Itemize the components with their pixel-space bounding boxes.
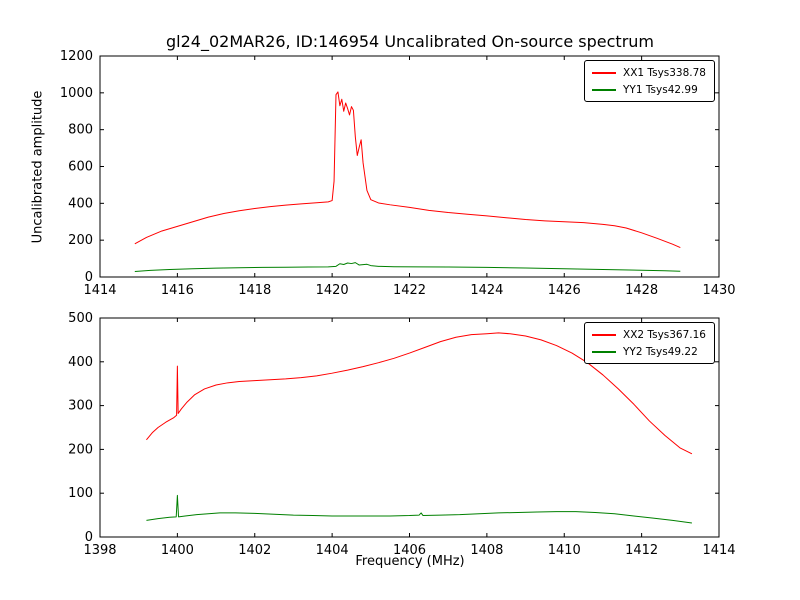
x-tick-label: 1430: [702, 283, 735, 298]
legend-line-sample-yy2: [592, 350, 617, 353]
y-tick-label: 1200: [60, 49, 93, 64]
x-tick-label: 1398: [83, 543, 116, 558]
y-tick-label: 800: [68, 123, 93, 138]
legend-entry: XX1 Tsys338.78: [592, 64, 706, 81]
legend-bottom-subplot: XX2 Tsys367.16 YY2 Tsys49.22: [584, 322, 715, 364]
y-tick-label: 1000: [60, 86, 93, 101]
x-tick-label: 1406: [393, 543, 426, 558]
y-tick-label: 400: [68, 355, 93, 370]
x-tick-label: 1412: [625, 543, 658, 558]
x-tick-label: 1408: [470, 543, 503, 558]
x-tick-label: 1426: [548, 283, 581, 298]
y-tick-label: 300: [68, 399, 93, 414]
series-line-xx1: [134, 91, 681, 248]
legend-label: XX2 Tsys367.16: [623, 328, 706, 341]
legend-entry: YY2 Tsys49.22: [592, 343, 706, 360]
y-tick-label: 600: [68, 160, 93, 175]
chart-title: gl24_02MAR26, ID:146954 Uncalibrated On-…: [166, 32, 654, 51]
legend-entry: XX2 Tsys367.16: [592, 326, 706, 343]
x-tick-label: 1420: [316, 283, 349, 298]
legend-line-sample-xx2: [592, 333, 617, 336]
x-tick-label: 1414: [83, 283, 116, 298]
legend-label: XX1 Tsys338.78: [623, 66, 706, 79]
y-tick-label: 200: [68, 233, 93, 248]
x-tick-label: 1424: [470, 283, 503, 298]
x-tick-label: 1422: [393, 283, 426, 298]
y-tick-label: 400: [68, 196, 93, 211]
x-tick-label: 1410: [548, 543, 581, 558]
y-tick-label: 100: [68, 486, 93, 501]
x-tick-label: 1414: [702, 543, 735, 558]
x-tick-label: 1428: [625, 283, 658, 298]
x-tick-label: 1418: [238, 283, 271, 298]
legend-top-subplot: XX1 Tsys338.78 YY1 Tsys42.99: [584, 60, 715, 102]
legend-label: YY1 Tsys42.99: [623, 83, 698, 96]
x-tick-label: 1416: [161, 283, 194, 298]
series-line-yy2: [146, 494, 692, 524]
legend-label: YY2 Tsys49.22: [623, 345, 698, 358]
legend-line-sample-yy1: [592, 88, 617, 91]
x-tick-label: 1400: [161, 543, 194, 558]
y-tick-label: 0: [85, 270, 93, 285]
y-tick-label: 200: [68, 442, 93, 457]
series-line-xx2: [146, 332, 693, 455]
series-line-yy1: [134, 262, 681, 272]
x-tick-label: 1404: [316, 543, 349, 558]
x-axis-label: Frequency (MHz): [355, 554, 465, 569]
x-tick-label: 1402: [238, 543, 271, 558]
y-tick-label: 500: [68, 311, 93, 326]
legend-entry: YY1 Tsys42.99: [592, 81, 706, 98]
y-tick-label: 0: [85, 530, 93, 545]
legend-line-sample-xx1: [592, 71, 617, 74]
